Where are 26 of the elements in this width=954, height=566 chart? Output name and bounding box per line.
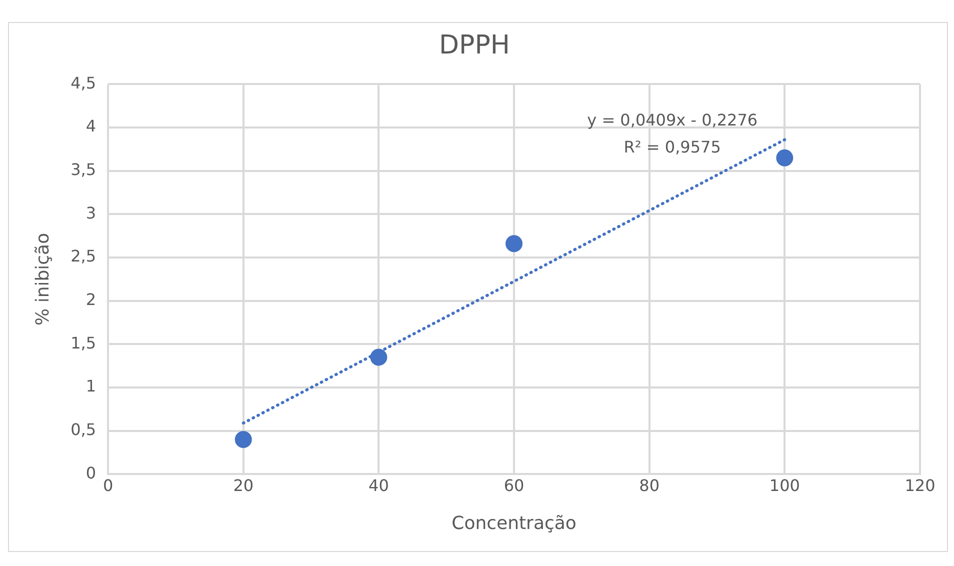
annotation: y = 0,0409x - 0,2276: [587, 110, 758, 130]
x-tick-label: 80: [639, 476, 660, 495]
y-tick-label: 0: [86, 463, 96, 482]
x-tick-label: 40: [368, 476, 389, 495]
point: [370, 348, 388, 366]
y-tick-label: 1: [86, 376, 96, 396]
y-tick-label: 4: [86, 116, 96, 136]
y-tick-label: 2,5: [70, 246, 96, 266]
x-tick-label: 120: [904, 476, 936, 495]
point: [776, 149, 794, 166]
point: [234, 431, 252, 448]
x-axis-title: Concentração: [452, 512, 576, 534]
x-tick-label: 60: [504, 476, 524, 495]
x-tick-label: 20: [233, 476, 254, 495]
y-tick-label: 3,5: [70, 160, 96, 180]
x-tick-label: 100: [769, 476, 800, 495]
y-tick-label: 4,5: [70, 73, 96, 92]
y-tick-label: 1,5: [70, 333, 96, 352]
y-tick-label: 0,5: [70, 420, 96, 440]
x-tick-label: 0: [102, 476, 114, 495]
y-tick-label: 3: [86, 203, 96, 222]
chart-title: DPPH: [439, 30, 510, 60]
point: [506, 235, 523, 252]
y-axis-title: % inibição: [32, 232, 54, 326]
y-tick-label: 2: [86, 290, 96, 310]
annotation: R² = 0,9575: [624, 137, 721, 156]
